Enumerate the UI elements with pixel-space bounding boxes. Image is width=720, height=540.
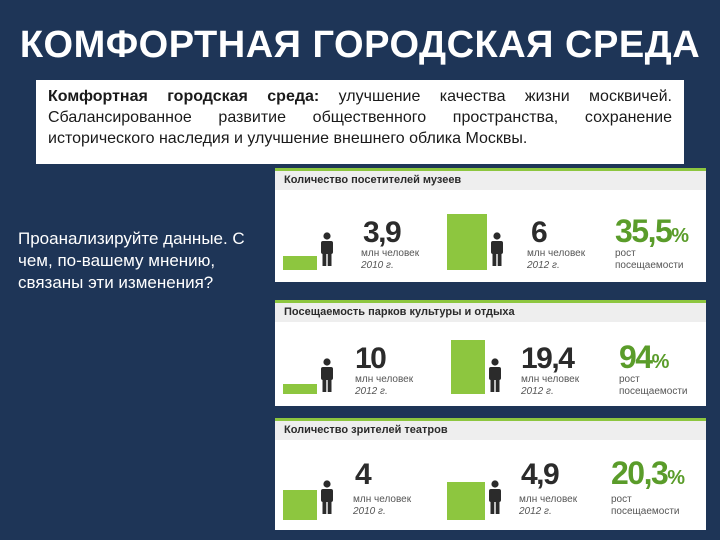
- growth-value: 35,5%: [615, 213, 690, 249]
- person-icon: [489, 358, 501, 392]
- bar-after: [451, 340, 485, 394]
- slide-title: КОМФОРТНАЯ ГОРОДСКАЯ СРЕДА: [19, 24, 701, 66]
- panel-title: Количество посетителей музеев: [275, 168, 706, 190]
- growth-caption: рост посещаемости: [611, 494, 680, 517]
- caption-before: млн человек 2010 г.: [353, 494, 412, 517]
- bar-before: [283, 490, 317, 520]
- question-text: Проанализируйте данные. С чем, по-вашему…: [18, 229, 245, 292]
- person-icon: [321, 232, 333, 266]
- person-icon: [321, 358, 333, 392]
- person-icon: [489, 480, 501, 514]
- bar-before: [283, 256, 317, 270]
- panel-title: Посещаемость парков культуры и отдыха: [275, 300, 706, 322]
- intro-text: улучшение качества жизни москвичей. Сбал…: [48, 88, 673, 147]
- caption-before: млн человек 2012 г.: [355, 374, 414, 397]
- caption-after: млн человек 2012 г.: [527, 248, 586, 271]
- intro-text-box: Комфортная городская среда: улучшение ка…: [36, 80, 684, 164]
- value-before: 4: [355, 458, 372, 491]
- intro-lead: Комфортная городская среда:: [48, 88, 320, 105]
- growth-value: 94%: [619, 339, 670, 375]
- panel-title: Количество зрителей театров: [275, 418, 706, 440]
- growth-caption: рост посещаемости: [615, 248, 684, 271]
- caption-before: млн человек 2010 г.: [361, 248, 420, 271]
- person-icon: [491, 232, 503, 266]
- caption-after: млн человек 2012 г.: [519, 494, 578, 517]
- person-icon: [321, 480, 333, 514]
- value-after: 4,9: [521, 458, 560, 491]
- value-after: 6: [531, 216, 548, 249]
- value-after: 19,4: [521, 342, 575, 375]
- bar-before: [283, 384, 317, 394]
- growth-value: 20,3%: [611, 455, 686, 491]
- growth-caption: рост посещаемости: [619, 374, 688, 397]
- bar-after: [447, 482, 485, 520]
- panel-museums: Количество посетителей музеев 3,9 млн че…: [275, 168, 706, 282]
- panel-parks: Посещаемость парков культуры и отдыха 10…: [275, 300, 706, 406]
- panel-theatres: Количество зрителей театров 4 млн челове…: [275, 418, 706, 530]
- value-before: 3,9: [363, 216, 402, 249]
- caption-after: млн человек 2012 г.: [521, 374, 580, 397]
- value-before: 10: [355, 342, 387, 375]
- bar-after: [447, 214, 487, 270]
